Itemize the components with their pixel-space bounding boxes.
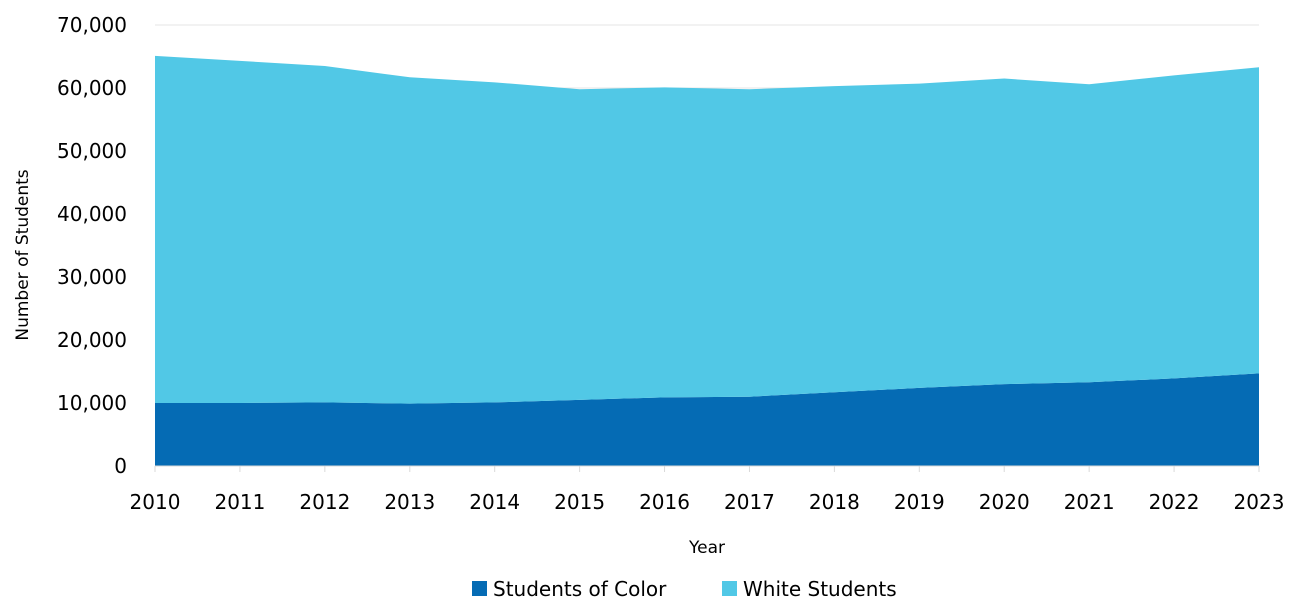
y-tick-label: 70,000 (57, 13, 127, 37)
legend: Students of Color White Students (472, 577, 897, 601)
legend-swatch (472, 581, 487, 596)
x-tick-label: 2021 (1064, 490, 1115, 514)
x-tick-label: 2011 (214, 490, 265, 514)
y-tick-label: 0 (114, 454, 127, 478)
y-tick-label: 20,000 (57, 328, 127, 352)
x-tick-label: 2018 (809, 490, 860, 514)
area-students-of-color (155, 373, 1259, 466)
x-tick-label: 2019 (894, 490, 945, 514)
legend-label: White Students (743, 577, 897, 601)
y-tick-label: 30,000 (57, 265, 127, 289)
x-tick-label: 2015 (554, 490, 605, 514)
x-tick-label: 2022 (1149, 490, 1200, 514)
legend-swatch (722, 581, 737, 596)
x-tick-label: 2013 (384, 490, 435, 514)
legend-label: Students of Color (493, 577, 667, 601)
x-tick-label: 2023 (1234, 490, 1285, 514)
y-axis-title: Number of Students (13, 169, 33, 340)
x-tick-label: 2014 (469, 490, 520, 514)
x-tick-label: 2016 (639, 490, 690, 514)
x-tick-label: 2020 (979, 490, 1030, 514)
y-tick-label: 60,000 (57, 76, 127, 100)
x-tick-label: 2010 (130, 490, 181, 514)
y-tick-label: 50,000 (57, 139, 127, 163)
x-axis-title: Year (688, 538, 725, 558)
plot-areas (155, 55, 1259, 466)
x-tick-label: 2017 (724, 490, 775, 514)
x-tick-label: 2012 (299, 490, 350, 514)
axes: 0 10,000 20,000 30,000 40,000 50,000 60,000 70,… (57, 13, 1284, 514)
y-tick-label: 10,000 (57, 391, 127, 415)
area-white-students (155, 55, 1259, 404)
y-tick-label: 40,000 (57, 202, 127, 226)
